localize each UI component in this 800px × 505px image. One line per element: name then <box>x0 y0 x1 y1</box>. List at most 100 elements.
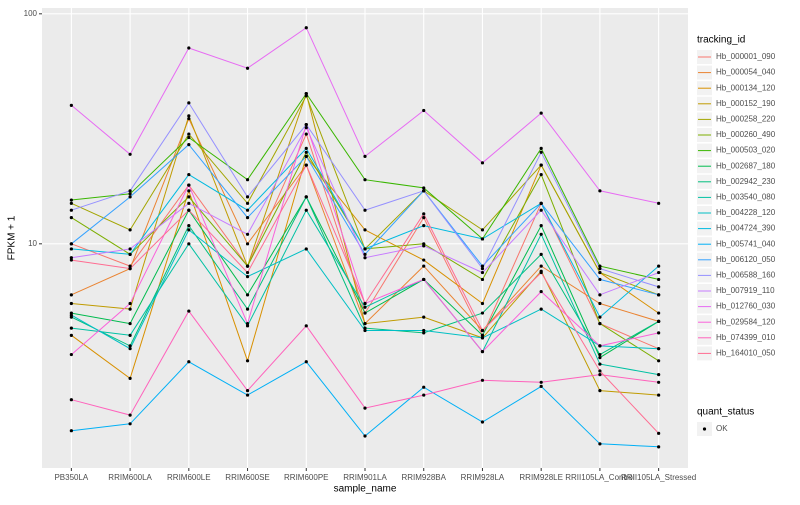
data-point <box>422 331 426 335</box>
data-point <box>69 103 73 107</box>
data-point <box>304 94 308 98</box>
x-tick-label: RRIM901LA <box>343 473 387 482</box>
data-point <box>480 349 485 354</box>
data-point <box>363 321 367 326</box>
legend-label: Hb_000054_040 <box>716 68 776 77</box>
data-point <box>539 208 543 212</box>
legend-label: Hb_002687_180 <box>716 161 776 170</box>
data-point <box>480 333 485 337</box>
legend-label: Hb_006588_160 <box>716 271 776 280</box>
data-point <box>598 267 602 271</box>
data-point <box>245 324 250 328</box>
data-point <box>598 373 602 377</box>
data-point <box>187 117 191 121</box>
data-point <box>187 195 191 199</box>
data-point <box>598 301 602 306</box>
data-point <box>187 46 191 50</box>
data-point <box>128 307 132 311</box>
data-point <box>422 277 426 282</box>
data-point <box>304 26 308 30</box>
data-point <box>245 201 250 205</box>
data-point <box>187 201 191 205</box>
data-point <box>363 328 367 333</box>
y-tick-label: 10 <box>28 239 37 248</box>
data-point <box>598 442 602 446</box>
data-point <box>539 111 543 115</box>
data-point <box>363 434 367 438</box>
data-point <box>245 208 250 212</box>
data-point <box>363 247 367 251</box>
data-point <box>69 256 73 260</box>
y-tick-label: 100 <box>24 9 38 18</box>
data-point <box>598 264 602 268</box>
data-point <box>480 328 485 333</box>
data-point <box>128 152 132 156</box>
legend-label: Hb_000260_490 <box>716 130 776 139</box>
data-point <box>657 264 661 268</box>
data-point <box>539 384 543 388</box>
data-point <box>187 183 191 187</box>
data-point <box>187 114 191 118</box>
data-point <box>245 66 250 70</box>
y-axis-label: FPKM + 1 <box>7 215 18 260</box>
data-point <box>304 146 308 150</box>
x-tick-label: RRIM928LA <box>461 473 505 482</box>
data-point <box>363 305 367 309</box>
data-point <box>598 389 602 393</box>
data-point <box>69 333 73 337</box>
legend-label: Hb_004228_120 <box>716 208 776 217</box>
data-point <box>304 324 308 328</box>
data-point <box>422 264 426 268</box>
data-point <box>128 195 132 199</box>
legend-label: Hb_029584_120 <box>716 317 776 326</box>
data-point <box>422 108 426 113</box>
data-point <box>657 347 661 351</box>
data-point <box>363 406 367 410</box>
data-point <box>422 224 426 228</box>
data-point <box>363 326 367 330</box>
legend-label: Hb_000503_020 <box>716 146 776 155</box>
data-point <box>539 163 543 167</box>
data-point <box>187 242 191 246</box>
data-point <box>69 398 73 402</box>
x-tick-label: RRII105LA_Stressed <box>621 473 696 482</box>
data-point <box>128 344 132 348</box>
data-point <box>480 301 485 306</box>
data-point <box>598 277 602 282</box>
data-point <box>657 285 661 289</box>
data-point <box>304 150 308 154</box>
x-tick-label: RRII105LA_Control <box>565 473 635 482</box>
data-point <box>363 154 367 158</box>
data-point <box>363 178 367 182</box>
data-point <box>128 192 132 196</box>
data-point <box>128 301 132 306</box>
data-point <box>69 326 73 330</box>
legend-label: Hb_000152_190 <box>716 99 776 108</box>
data-point <box>657 431 661 435</box>
data-point <box>128 247 132 251</box>
x-tick-label: RRIM928LE <box>519 473 563 482</box>
legend-title: tracking_id <box>697 35 745 46</box>
data-point <box>128 333 132 337</box>
data-point <box>480 378 485 382</box>
data-point <box>69 242 73 246</box>
data-point <box>539 307 543 311</box>
data-point <box>657 359 661 363</box>
data-point <box>187 309 191 313</box>
data-point <box>187 189 191 193</box>
data-point <box>245 270 250 275</box>
data-point <box>598 293 602 297</box>
data-point <box>304 126 308 130</box>
data-point <box>480 228 485 232</box>
data-point <box>363 208 367 212</box>
legend-label: Hb_007919_110 <box>716 286 775 295</box>
data-point <box>363 311 367 315</box>
data-point <box>128 321 132 326</box>
data-point <box>539 264 543 268</box>
data-point <box>69 313 73 317</box>
data-point <box>363 256 367 260</box>
data-point <box>304 360 308 364</box>
data-point <box>128 422 132 426</box>
legend-label: Hb_003540_080 <box>716 193 776 202</box>
data-point <box>69 201 73 205</box>
